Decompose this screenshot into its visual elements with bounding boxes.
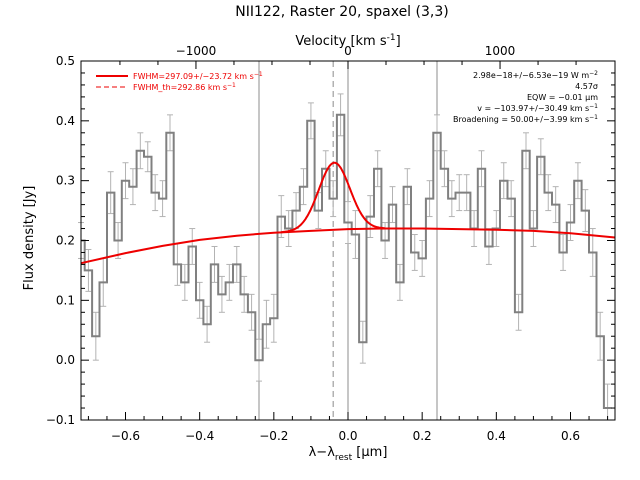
top-tick-label-2: 1000 bbox=[485, 44, 516, 58]
x-tick-label-3: 0.0 bbox=[338, 429, 357, 443]
annotation-flux: 2.98e−18+/−6.53e−19 W m−2 bbox=[473, 70, 598, 80]
top-tick-label-0: −1000 bbox=[176, 44, 217, 58]
x-axis-label: λ−λrest [μm] bbox=[309, 445, 388, 463]
spectrum-series bbox=[81, 113, 612, 409]
annotation-significance: 4.57σ bbox=[575, 82, 598, 91]
top-axis-label: Velocity [km s-1] bbox=[295, 33, 400, 49]
axis-ticks bbox=[81, 60, 615, 421]
legend-entry-fwhm-th: FWHM_th=292.86 km s−1 bbox=[133, 82, 236, 92]
top-tick-label-1: 0 bbox=[344, 44, 352, 58]
legend: FWHM=297.09+/−23.72 km s−1 FWHM_th=292.8… bbox=[96, 71, 263, 92]
y-tick-label-6: 0.5 bbox=[56, 54, 75, 68]
y-axis-label: Flux density [Jy] bbox=[22, 186, 37, 291]
continuum-fit-line bbox=[80, 227, 616, 265]
x-tick-label-0: −0.6 bbox=[111, 429, 140, 443]
fit-curves bbox=[80, 161, 616, 265]
x-tick-label-5: 0.4 bbox=[487, 429, 506, 443]
y-tick-label-5: 0.4 bbox=[56, 114, 75, 128]
annotation-broadening: Broadening = 50.00+/−3.99 km s−1 bbox=[453, 114, 598, 124]
y-tick-label-0: −0.1 bbox=[46, 413, 75, 427]
y-tick-label-2: 0.1 bbox=[56, 293, 75, 307]
gaussian-fit-line bbox=[281, 161, 386, 234]
annotation-eqw: EQW = −0.01 μm bbox=[527, 93, 598, 102]
x-tick-label-4: 0.2 bbox=[413, 429, 432, 443]
axis-tick-labels: −0.6 −0.4 −0.2 0.0 0.2 0.4 0.6 −0.1 0.0 0.1 0.2 0.3… bbox=[46, 44, 580, 443]
chart-title: NII122, Raster 20, spaxel (3,3) bbox=[235, 4, 448, 20]
x-tick-label-1: −0.4 bbox=[185, 429, 214, 443]
legend-entry-fwhm: FWHM=297.09+/−23.72 km s−1 bbox=[133, 71, 263, 81]
fit-annotations: 2.98e−18+/−6.53e−19 W m−2 4.57σ EQW = −0… bbox=[453, 70, 598, 124]
y-tick-label-3: 0.2 bbox=[56, 234, 75, 248]
x-tick-label-6: 0.6 bbox=[561, 429, 580, 443]
y-tick-label-1: 0.0 bbox=[56, 353, 75, 367]
y-tick-label-4: 0.3 bbox=[56, 174, 75, 188]
x-tick-label-2: −0.2 bbox=[259, 429, 288, 443]
spectrum-line bbox=[81, 113, 612, 409]
annotation-velocity: v = −103.97+/−30.49 km s−1 bbox=[477, 103, 598, 113]
